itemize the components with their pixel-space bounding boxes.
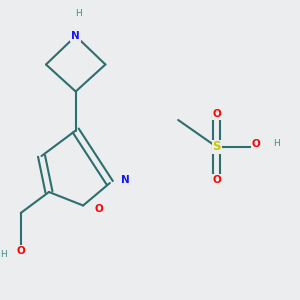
Text: O: O <box>252 139 261 149</box>
Text: H: H <box>0 250 7 259</box>
Text: O: O <box>94 203 103 214</box>
Text: O: O <box>17 245 26 256</box>
Text: H: H <box>75 9 82 18</box>
Text: S: S <box>213 140 221 154</box>
Text: N: N <box>121 175 130 185</box>
Text: O: O <box>212 109 221 119</box>
Text: N: N <box>71 31 80 41</box>
Text: H: H <box>273 140 280 148</box>
Text: O: O <box>212 175 221 185</box>
